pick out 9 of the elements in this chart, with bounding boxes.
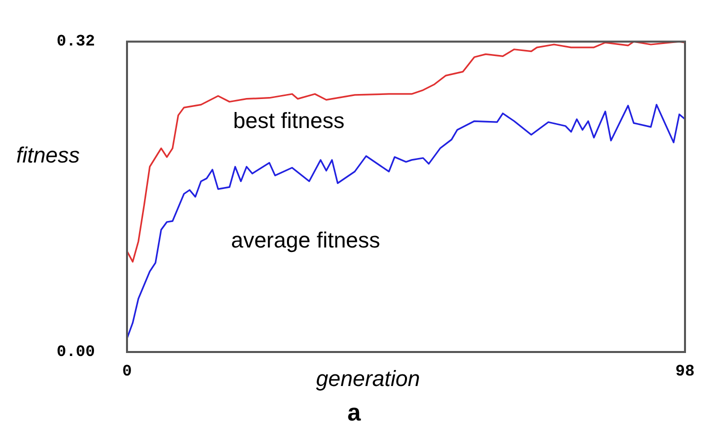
series-label: best fitness bbox=[233, 108, 344, 134]
y-tick-label: 0.00 bbox=[56, 343, 95, 362]
x-axis-title: generation bbox=[316, 366, 420, 392]
y-axis-title: fitness bbox=[16, 142, 80, 168]
x-tick-label: 0 bbox=[122, 362, 132, 381]
text: a bbox=[347, 400, 362, 427]
series-label: average fitness bbox=[230, 227, 380, 252]
x-tick-label: 98 bbox=[675, 362, 695, 381]
y-tick-label: 0.32 bbox=[56, 32, 95, 51]
